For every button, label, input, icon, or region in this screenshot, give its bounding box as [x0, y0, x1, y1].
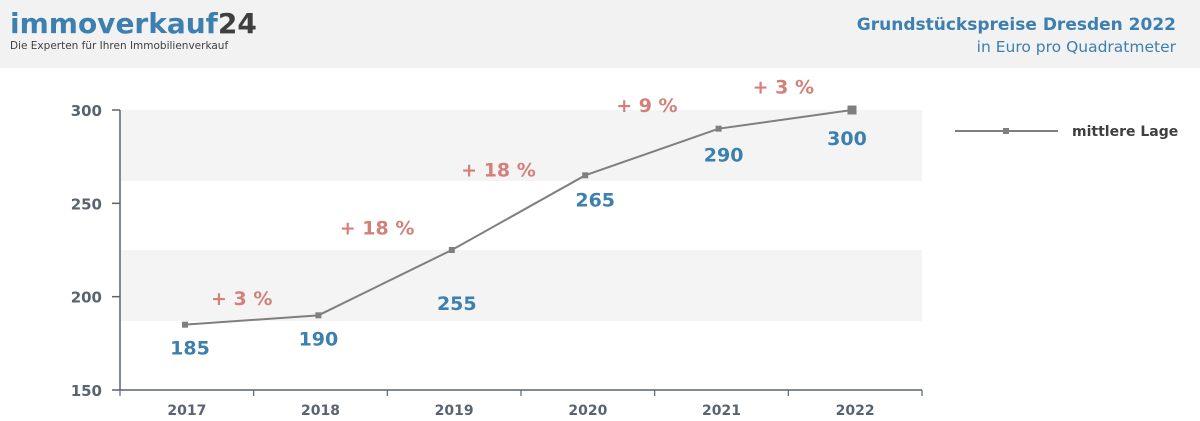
y-tick-label: 200	[71, 289, 102, 307]
x-tick-label: 2019	[435, 403, 474, 419]
legend-marker	[1003, 128, 1009, 134]
y-tick-label: 150	[71, 382, 102, 400]
data-point	[715, 125, 722, 132]
chart-subtitle: in Euro pro Quadratmeter	[976, 38, 1176, 56]
change-label: + 18 %	[340, 218, 415, 240]
logo-tagline: Die Experten für Ihren Immobilienverkauf	[10, 40, 229, 52]
data-point	[448, 247, 455, 253]
change-label: + 3 %	[211, 288, 272, 310]
change-label: + 9 %	[616, 95, 677, 117]
data-value-label: 265	[575, 189, 615, 211]
data-value-label: 290	[704, 145, 744, 167]
data-value-label: 190	[299, 328, 339, 350]
logo-main-text: immoverkauf	[10, 7, 218, 40]
data-value-label: 185	[170, 338, 210, 360]
change-label: + 3 %	[753, 76, 814, 98]
background-band	[120, 110, 922, 181]
change-label: + 18 %	[461, 160, 536, 182]
data-value-label: 255	[437, 293, 477, 315]
chart-title: Grundstückspreise Dresden 2022	[856, 15, 1176, 35]
header-bar: immoverkauf24 Die Experten für Ihren Imm…	[0, 0, 1200, 68]
legend-label: mittlere Lage	[1072, 124, 1178, 140]
y-tick-label: 300	[71, 102, 102, 120]
logo-number: 24	[217, 7, 257, 40]
x-tick-label: 2020	[568, 403, 607, 419]
data-point	[582, 172, 589, 179]
y-tick-label: 250	[71, 195, 102, 213]
data-point	[315, 312, 322, 319]
logo-wordmark: immoverkauf24	[10, 8, 257, 40]
x-tick-label: 2022	[836, 403, 875, 419]
data-value-label: 300	[827, 128, 867, 150]
logo[interactable]: immoverkauf24 Die Experten für Ihren Imm…	[10, 8, 257, 53]
chart-title-block: Grundstückspreise Dresden 2022 in Euro p…	[857, 14, 1176, 58]
series-line-mittlere-lage	[184, 109, 853, 326]
x-tick-label: 2018	[301, 403, 340, 419]
data-point	[847, 105, 857, 115]
background-band	[120, 250, 922, 321]
x-tick-label: 2017	[167, 403, 206, 419]
x-tick-label: 2021	[702, 403, 741, 419]
data-point	[182, 321, 188, 328]
